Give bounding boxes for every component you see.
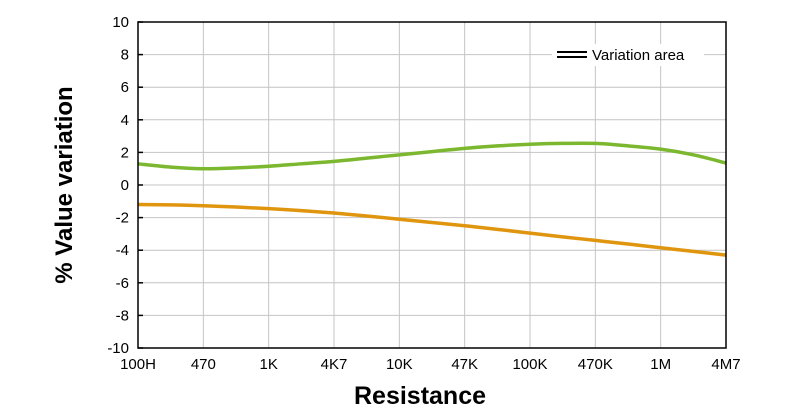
y-tick-label: 2 <box>121 144 129 161</box>
y-tick-label: -10 <box>107 340 129 357</box>
lower-bound-line <box>137 202 727 257</box>
x-tick-label: 100K <box>512 356 547 373</box>
upper-bound-line <box>137 141 727 171</box>
x-tick-labels: 100H 470 1K 4K7 10K 47K 100K 470K 1M 4M7 <box>120 356 741 373</box>
y-tick-label: 6 <box>121 79 129 96</box>
y-tick-label: 0 <box>121 177 129 194</box>
x-tick-label: 100H <box>120 356 156 373</box>
x-axis-title: Resistance <box>354 382 486 410</box>
y-tick-label: 4 <box>121 112 129 129</box>
y-tick-label: 10 <box>112 14 129 31</box>
y-axis-title: % Value variation <box>51 86 78 283</box>
x-tick-label: 10K <box>386 356 413 373</box>
x-tick-label: 4M7 <box>711 356 740 373</box>
x-tick-label: 4K7 <box>321 356 348 373</box>
y-tick-label: -4 <box>116 242 129 259</box>
y-tick-label: 8 <box>121 47 129 64</box>
x-tick-label: 1M <box>650 356 671 373</box>
y-tick-label: -6 <box>116 275 129 292</box>
legend-label: Variation area <box>592 47 685 64</box>
x-tick-label: 47K <box>451 356 478 373</box>
x-tick-label: 470 <box>191 356 216 373</box>
x-tick-label: 470K <box>578 356 613 373</box>
y-tick-label: -8 <box>116 307 129 324</box>
grid <box>138 22 726 348</box>
legend: Variation area <box>552 44 704 66</box>
series-layer <box>137 141 727 257</box>
x-tick-label: 1K <box>259 356 277 373</box>
legend-background <box>552 44 704 66</box>
y-tick-label: -2 <box>116 210 129 227</box>
y-tick-labels: 10 8 6 4 2 0 -2 -4 -6 -8 -10 <box>107 14 129 357</box>
y-tick-marks <box>138 21 143 349</box>
